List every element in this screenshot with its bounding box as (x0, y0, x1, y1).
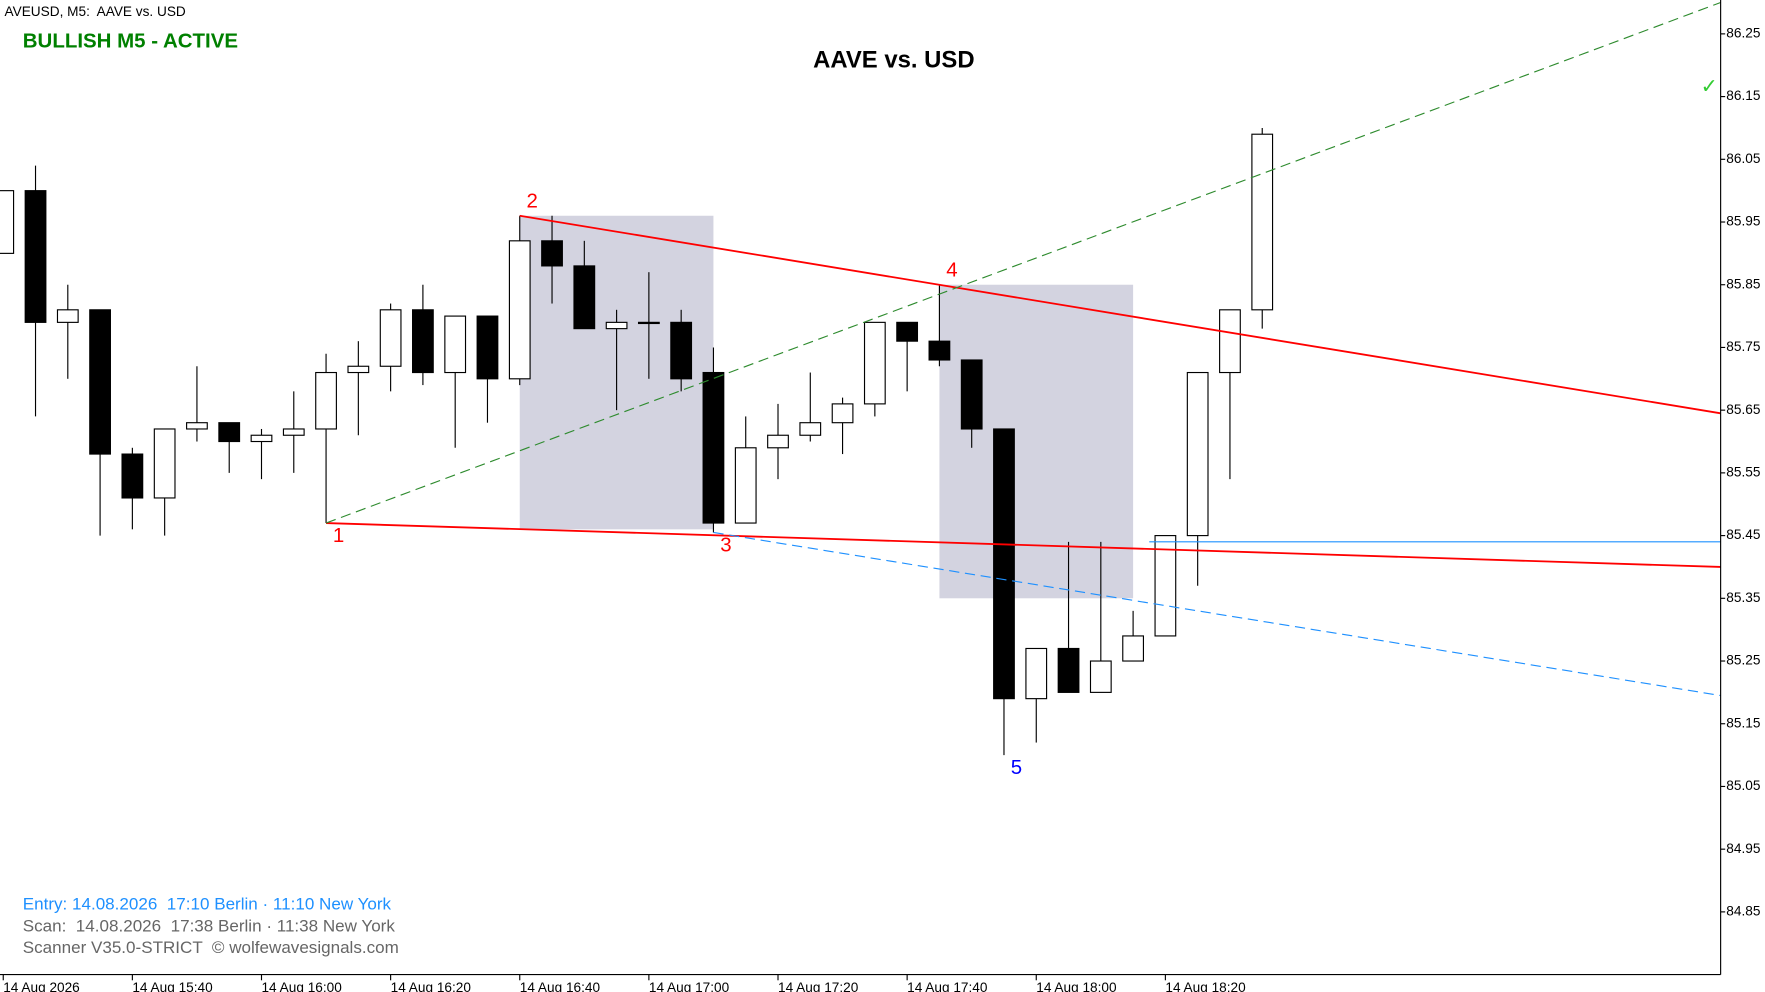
wave-point-label: 1 (333, 524, 344, 547)
y-tick-label: 85.15 (1726, 715, 1760, 730)
info-entry: Entry: 14.08.2026 17:10 Berlin · 11:10 N… (23, 895, 392, 914)
candle-body (347, 365, 370, 374)
candle-body (218, 422, 241, 443)
y-tick-label: 84.85 (1726, 903, 1760, 918)
candle-body (541, 240, 563, 267)
y-tick-label: 85.25 (1726, 653, 1760, 668)
candle-body (121, 453, 144, 499)
y-tick-label: 85.35 (1726, 590, 1760, 605)
x-tick-label: 14 Aug 17:20 (778, 980, 859, 992)
candle-body (379, 309, 402, 367)
chart-title: AAVE vs. USD (813, 47, 974, 74)
wave-point-label: 3 (720, 534, 731, 557)
zone (939, 284, 1134, 599)
candle-body (1089, 660, 1112, 693)
header: AVEUSD, M5: AAVE vs. USD (5, 4, 186, 19)
x-tick-label: 14 Aug 16:00 (261, 980, 342, 992)
x-tick-label: 14 Aug 2026 (3, 980, 80, 992)
candle-body (767, 434, 789, 449)
y-tick-label: 85.85 (1726, 276, 1760, 291)
x-tick-label: 14 Aug 17:00 (649, 980, 730, 992)
candle-body (960, 359, 983, 430)
y-tick-label: 85.55 (1726, 464, 1760, 479)
x-tick-label: 14 Aug 16:20 (391, 980, 472, 992)
candle-body (896, 321, 919, 342)
wave-line (713, 531, 1721, 697)
wave-line (325, 1, 1721, 524)
candle-body (1219, 309, 1241, 374)
candle-body (56, 309, 79, 323)
wave-point-label: 2 (527, 190, 538, 213)
signal-mark: ✓ (1701, 75, 1718, 98)
wave-point-label: 5 (1011, 756, 1022, 779)
candle-body (0, 190, 15, 254)
candle-body (928, 340, 951, 361)
x-tick-label: 14 Aug 18:00 (1036, 980, 1117, 992)
candle-body (831, 403, 854, 424)
x-tick-label: 14 Aug 18:20 (1165, 980, 1246, 992)
candle-body (863, 321, 886, 405)
candle-body (250, 434, 273, 443)
y-tick-label: 86.15 (1726, 88, 1760, 103)
candle-body (637, 321, 660, 325)
candle-body (799, 422, 822, 436)
candle-body (444, 315, 467, 374)
info-scanner: Scanner V35.0-STRICT © wolfewavesignals.… (23, 938, 399, 957)
candle-body (1025, 647, 1048, 700)
y-tick-label: 85.95 (1726, 214, 1760, 229)
wave-line (326, 522, 1721, 568)
y-tick-label: 86.25 (1726, 25, 1760, 40)
candle-body (24, 190, 47, 323)
candle-body (993, 428, 1015, 700)
y-tick-label: 84.95 (1726, 841, 1760, 856)
y-tick-label: 85.75 (1726, 339, 1760, 354)
wave-point-label: 4 (946, 258, 957, 281)
candle-body (476, 315, 499, 380)
candle-body (508, 240, 531, 380)
candle-body (89, 309, 111, 455)
candle-body (315, 371, 337, 430)
x-tick-label: 14 Aug 17:40 (907, 980, 988, 992)
candle-body (1154, 535, 1177, 637)
x-tick-label: 14 Aug 16:40 (520, 980, 601, 992)
candle-body (670, 321, 693, 380)
info-scan: Scan: 14.08.2026 17:38 Berlin · 11:38 Ne… (23, 916, 396, 935)
candle-body (153, 428, 176, 499)
y-tick-label: 85.05 (1726, 778, 1760, 793)
y-tick-label: 86.05 (1726, 151, 1760, 166)
candle-body (734, 447, 757, 524)
candle-body (702, 371, 725, 524)
wave-line (519, 214, 1721, 415)
candle-body (1057, 647, 1080, 693)
candle-body (412, 309, 434, 374)
candle-body (282, 428, 305, 436)
y-tick-label: 85.65 (1726, 402, 1760, 417)
candle-body (605, 321, 628, 330)
status: BULLISH M5 - ACTIVE (23, 29, 238, 52)
x-tick-label: 14 Aug 15:40 (132, 980, 213, 992)
candle-body (186, 422, 208, 430)
candle-body (1122, 635, 1145, 662)
candle-body (1251, 133, 1274, 311)
candle-body (573, 265, 596, 330)
candle-body (1186, 371, 1209, 537)
y-tick-label: 85.45 (1726, 527, 1760, 542)
